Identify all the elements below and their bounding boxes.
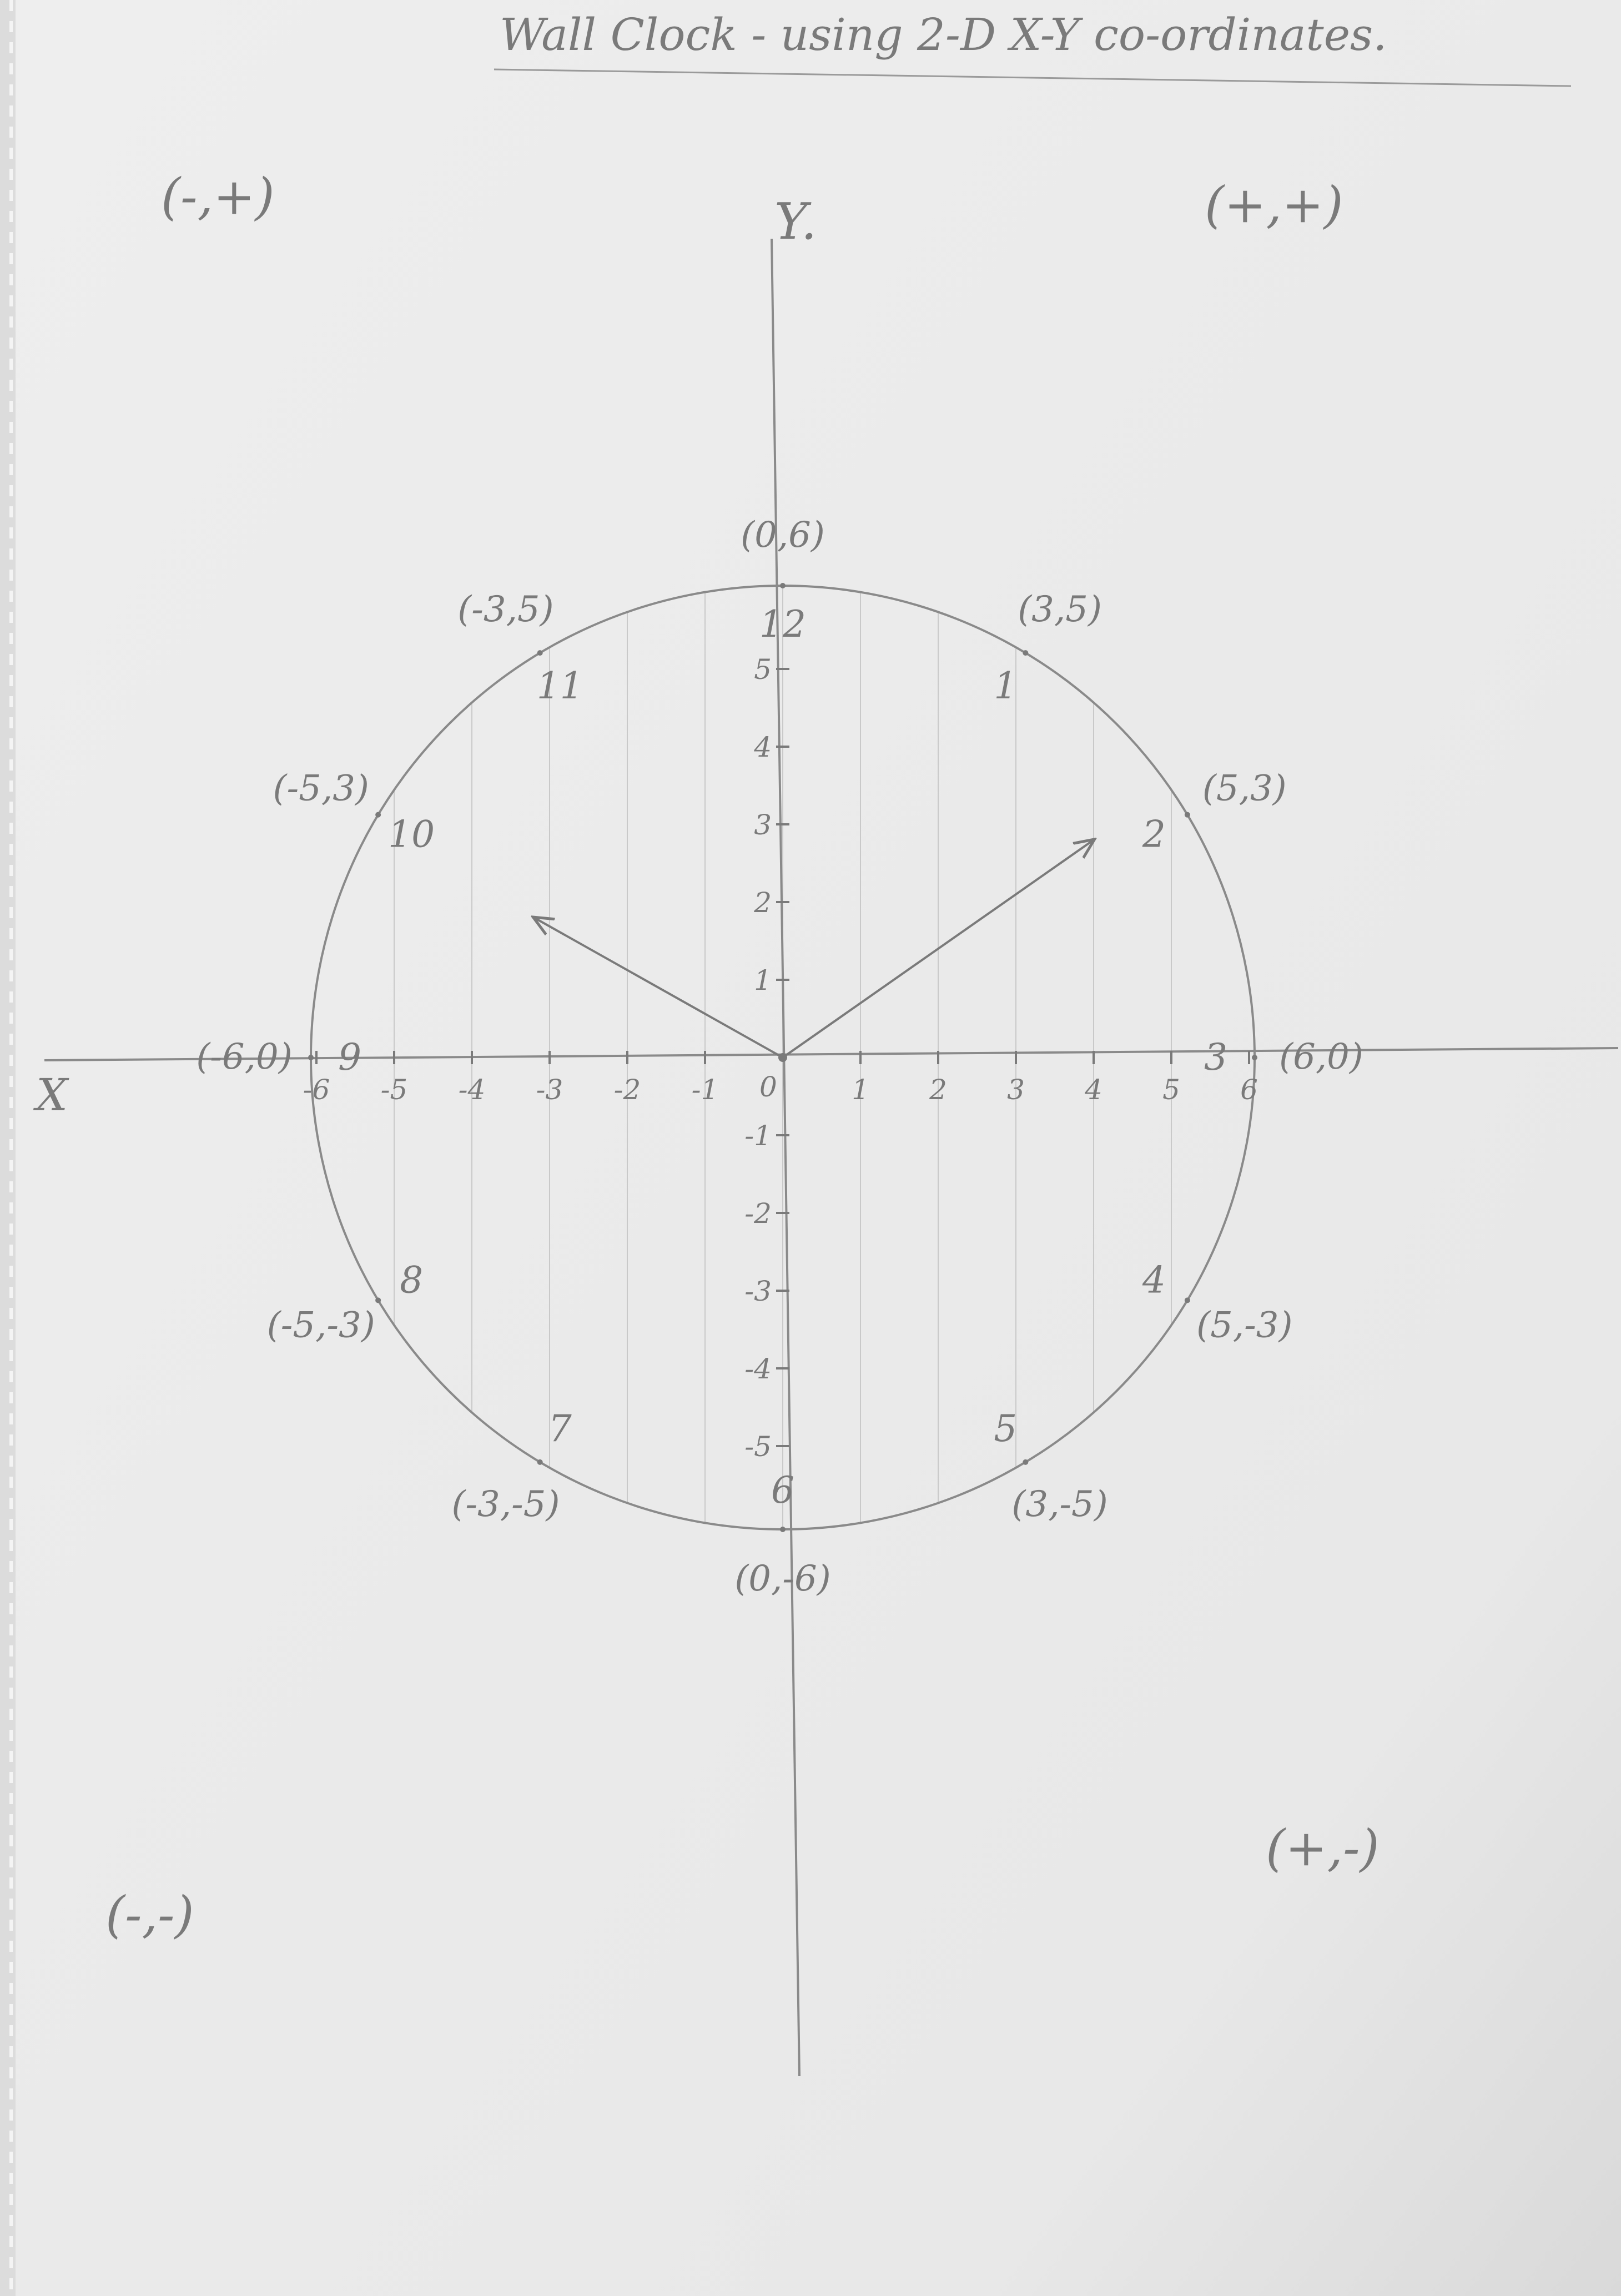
point-marker (375, 1297, 381, 1303)
point-label: (0,-6) (734, 1558, 830, 1599)
y-tick-label: 5 (754, 653, 772, 686)
title-underline (494, 68, 1572, 87)
x-tick-label: -2 (614, 1074, 641, 1106)
clock-number: 9 (338, 1036, 361, 1079)
clock-center (778, 1053, 787, 1062)
y-tick-label: 2 (753, 887, 772, 919)
clock-number: 3 (1204, 1036, 1227, 1079)
axis-tick-labels: -6 -5 -4 -3 -2 -1 1 2 3 4 5 6 5 4 3 2 1 -1 -2 -3 -4 -5 (303, 653, 1258, 1463)
point-marker (308, 1055, 314, 1060)
point-marker (537, 1459, 543, 1465)
hour-hand (534, 918, 783, 1059)
point-label: (3,-5) (1011, 1484, 1107, 1525)
x-tick-label: -5 (381, 1074, 408, 1106)
y-tick-label: 3 (754, 809, 772, 841)
clock-number: 6 (771, 1469, 794, 1512)
point-label: (-5,-3) (267, 1305, 375, 1346)
clock-hands (534, 840, 1094, 1062)
clock-number: 12 (759, 603, 806, 646)
clock-number: 2 (1142, 813, 1166, 856)
x-tick-label: -3 (536, 1074, 563, 1106)
y-tick-label: -2 (744, 1197, 772, 1230)
x-axis-label: X (33, 1069, 69, 1121)
point-label: (-5,3) (273, 768, 369, 809)
clock-number: 7 (548, 1407, 572, 1450)
x-tick-label: 5 (1162, 1074, 1180, 1106)
x-tick-label: 1 (852, 1074, 869, 1106)
quadrant-top-left: (-,+) (161, 168, 275, 226)
y-tick-label: -1 (744, 1120, 772, 1152)
quadrant-bottom-left: (-,-) (105, 1886, 194, 1944)
y-tick-label: -5 (744, 1431, 772, 1463)
point-label: (-3,-5) (451, 1484, 560, 1525)
point-marker (537, 650, 543, 656)
x-tick-label: 6 (1240, 1074, 1258, 1106)
x-tick-label: -6 (303, 1074, 330, 1106)
clock-number: 10 (388, 813, 435, 856)
x-tick-label: 4 (1084, 1074, 1103, 1106)
point-marker (1252, 1055, 1257, 1060)
point-label: (0,6) (741, 515, 825, 556)
origin-label: 0 (759, 1071, 777, 1103)
point-marker (1184, 1297, 1190, 1303)
x-tick-label: 2 (929, 1074, 947, 1106)
y-tick-label: 1 (754, 964, 772, 996)
y-axis-label: Y. (774, 193, 817, 251)
clock-number: 1 (994, 664, 1017, 707)
page-title: Wall Clock - using 2-D X-Y co-ordinates. (500, 9, 1387, 61)
clock-number: 4 (1142, 1258, 1166, 1301)
axis-ticks (315, 668, 1250, 1447)
quadrant-bottom-right: (+,-) (1266, 1819, 1380, 1877)
point-marker (375, 812, 381, 818)
point-label: (5,3) (1202, 768, 1287, 809)
point-labels: (0,6) (3,5) (5,3) (6,0) (5,-3) (3,-5) (0,-6) (-… (196, 515, 1363, 1599)
point-label: (3,5) (1018, 589, 1102, 630)
clock-number: 8 (400, 1258, 423, 1301)
y-tick-label: 4 (753, 731, 772, 763)
point-marker (1023, 650, 1029, 656)
x-tick-label: -4 (459, 1074, 486, 1106)
y-axis (771, 238, 801, 2077)
clock-number: 11 (537, 664, 583, 707)
point-label: (-6,0) (196, 1036, 292, 1077)
point-marker (1023, 1459, 1029, 1465)
y-tick-label: -3 (744, 1275, 772, 1307)
quadrant-top-right: (+,+) (1205, 176, 1343, 234)
point-marker (780, 1527, 786, 1532)
point-label: (5,-3) (1196, 1305, 1292, 1346)
x-tick-label: -1 (692, 1074, 719, 1106)
point-marker (780, 583, 786, 588)
minute-hand (782, 840, 1094, 1059)
point-label: (6,0) (1279, 1036, 1363, 1077)
y-tick-label: -4 (744, 1353, 772, 1385)
point-marker (1184, 812, 1190, 818)
clock-number: 5 (994, 1407, 1017, 1450)
point-label: (-3,5) (457, 589, 553, 630)
x-tick-label: 3 (1007, 1074, 1025, 1106)
x-axis (44, 1047, 1619, 1061)
